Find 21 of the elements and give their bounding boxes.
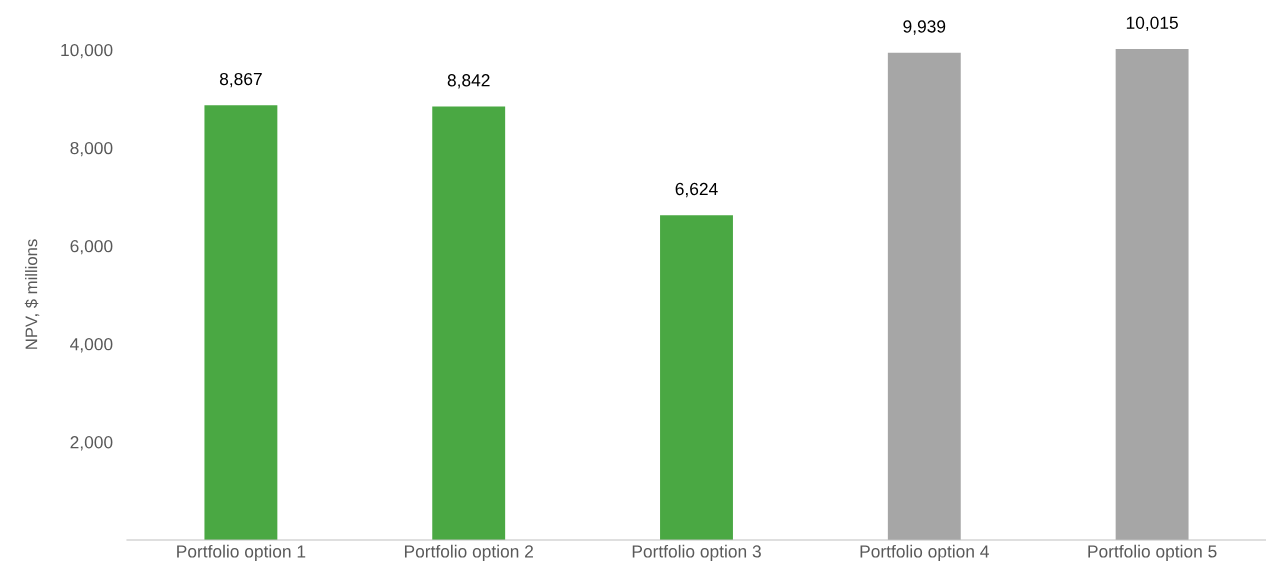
bar [887,52,961,540]
bar [660,215,733,540]
y-tick-label: 2,000 [70,436,113,451]
y-axis-title: NPV, $ millions [24,239,40,349]
x-tick-label: Portfolio option 2 [404,544,533,562]
y-tick-label: 6,000 [70,240,113,255]
data-label: 6,624 [675,182,718,198]
bar [1115,49,1189,540]
data-label: 8,867 [219,72,262,88]
bar [432,106,506,540]
y-tick-label: 10,000 [61,43,113,59]
data-label: 8,842 [447,74,490,89]
y-tick-label: 4,000 [70,338,113,353]
data-label: 10,015 [1126,16,1178,31]
x-tick-label: Portfolio option 1 [177,544,306,562]
x-tick-label: Portfolio option 3 [632,544,761,562]
x-tick-label: Portfolio option 4 [860,544,989,562]
data-label: 9,939 [903,20,946,35]
bar [204,105,278,540]
y-tick-label: 8,000 [70,141,113,157]
x-tick-label: Portfolio option 5 [1088,544,1217,562]
